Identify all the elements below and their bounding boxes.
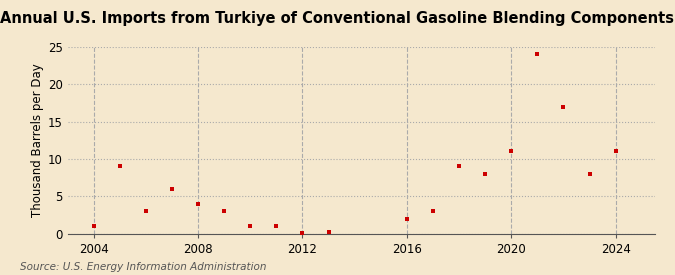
Point	[192, 202, 203, 206]
Point	[427, 209, 438, 213]
Point	[167, 187, 178, 191]
Text: Annual U.S. Imports from Turkiye of Conventional Gasoline Blending Components: Annual U.S. Imports from Turkiye of Conv…	[1, 11, 674, 26]
Point	[610, 149, 621, 154]
Point	[532, 52, 543, 56]
Point	[558, 104, 569, 109]
Text: Source: U.S. Energy Information Administration: Source: U.S. Energy Information Administ…	[20, 262, 267, 272]
Point	[454, 164, 464, 169]
Point	[219, 209, 230, 213]
Y-axis label: Thousand Barrels per Day: Thousand Barrels per Day	[30, 63, 44, 217]
Point	[114, 164, 125, 169]
Point	[480, 172, 491, 176]
Point	[506, 149, 516, 154]
Point	[140, 209, 151, 213]
Point	[323, 230, 334, 235]
Point	[88, 224, 99, 229]
Point	[584, 172, 595, 176]
Point	[271, 224, 281, 229]
Point	[297, 231, 308, 235]
Point	[402, 217, 412, 221]
Point	[245, 224, 256, 229]
